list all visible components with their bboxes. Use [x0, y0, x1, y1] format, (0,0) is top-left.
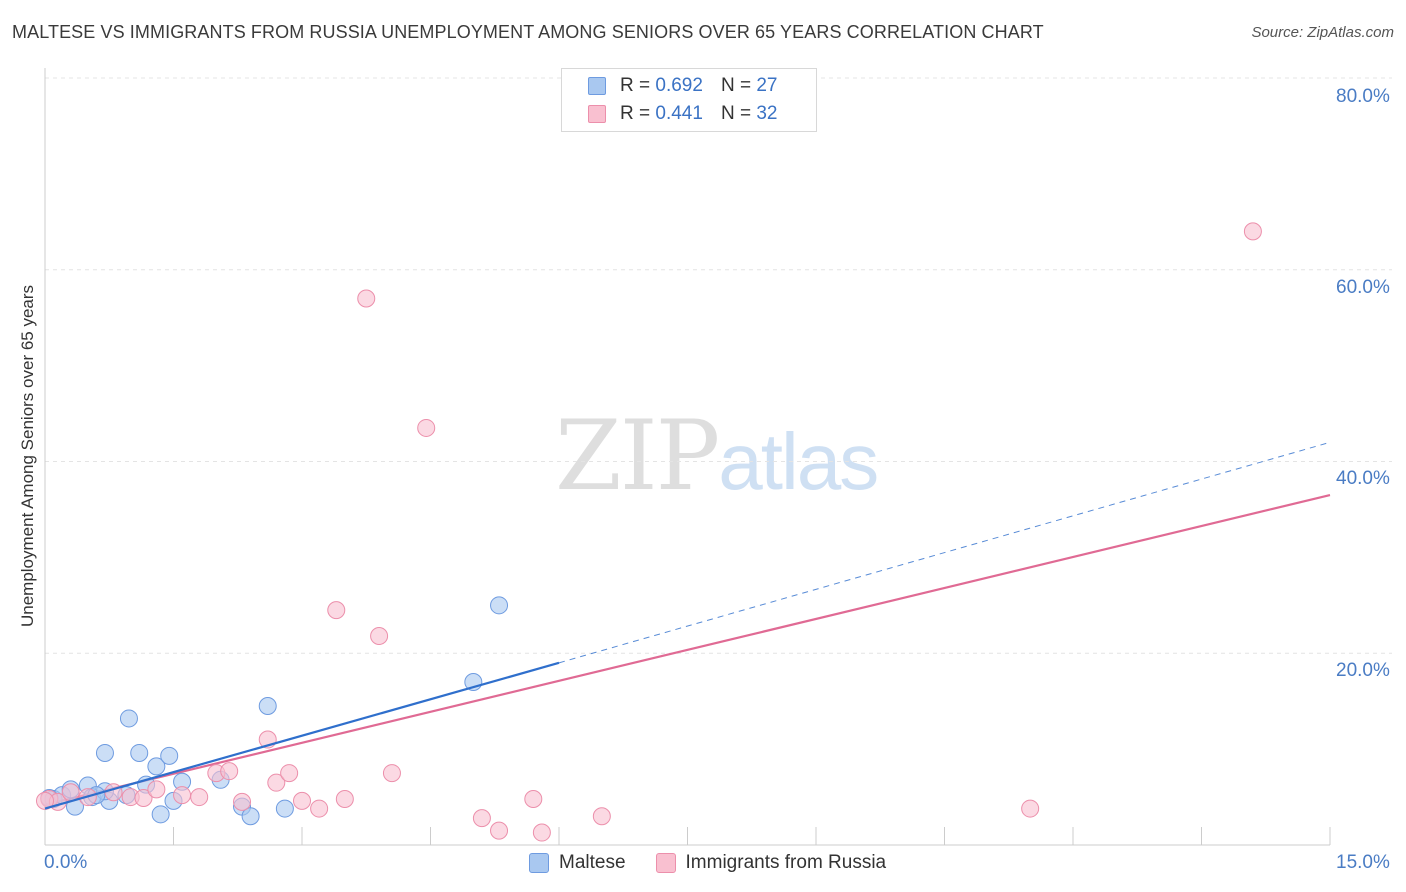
chart-title: MALTESE VS IMMIGRANTS FROM RUSSIA UNEMPL…: [12, 22, 1044, 42]
trend-line-russia: [44, 493, 1331, 806]
x-tick-label-max: 15.0%: [1336, 852, 1390, 873]
legend-n-label: N =: [720, 103, 752, 124]
point-maltese-13: [160, 746, 179, 765]
legend-swatch-maltese: [588, 77, 606, 95]
point-maltese-22: [275, 799, 294, 818]
point-russia-24: [472, 809, 491, 828]
point-russia-12: [233, 792, 252, 811]
point-maltese-21: [258, 696, 277, 715]
legend-r-value-maltese: 0.692: [655, 75, 703, 96]
legend-n-value-russia: 32: [756, 103, 778, 124]
legend-n-value-maltese: 27: [756, 75, 778, 96]
correlation-legend: R = 0.692 N = 27 R = 0.441 N = 32: [561, 68, 817, 132]
point-russia-7: [147, 780, 166, 799]
legend-swatch-russia: [588, 105, 606, 123]
y-tick-label-60: 60.0%: [1336, 277, 1390, 298]
point-maltese-9: [95, 743, 114, 762]
source-label: Source: ZipAtlas.com: [1251, 24, 1394, 41]
point-maltese-12: [147, 757, 166, 776]
watermark-zip: ZIP: [555, 400, 720, 512]
trend-line-maltese: [44, 661, 560, 810]
trend-line-maltese-extension: [558, 441, 1331, 664]
series-legend: Maltese Immigrants from Russia: [529, 852, 916, 874]
x-tick-label-min: 0.0%: [44, 852, 88, 873]
point-russia-26: [524, 789, 543, 808]
series-swatch-maltese: [529, 853, 549, 873]
legend-r-value-russia: 0.441: [655, 103, 703, 124]
legend-n-label: N =: [720, 75, 752, 96]
point-maltese-20: [241, 807, 260, 826]
point-russia-2: [61, 783, 80, 802]
series-label-maltese: Maltese: [559, 852, 626, 873]
point-russia-6: [134, 789, 153, 808]
point-russia-15: [280, 764, 299, 783]
series-legend-russia[interactable]: Immigrants from Russia: [655, 852, 887, 874]
point-russia-8: [173, 786, 192, 805]
point-maltese-10: [119, 709, 138, 728]
legend-row-russia: R = 0.441 N = 32: [588, 103, 777, 125]
point-russia-17: [310, 799, 329, 818]
y-axis-label: Unemployment Among Seniors over 65 years: [18, 284, 37, 628]
legend-r-label: R =: [620, 75, 651, 96]
point-maltese-24: [490, 596, 509, 615]
point-russia-21: [370, 626, 389, 645]
series-swatch-russia: [655, 853, 676, 873]
y-tick-label-80: 80.0%: [1336, 86, 1390, 107]
point-russia-14: [267, 773, 286, 792]
watermark: ZIPatlas: [555, 400, 879, 512]
point-russia-20: [357, 289, 376, 308]
legend-r-label: R =: [620, 103, 651, 124]
point-russia-16: [293, 791, 311, 810]
point-maltese-11: [130, 743, 149, 762]
point-russia-9: [190, 788, 209, 807]
y-tick-label-20: 20.0%: [1336, 660, 1390, 681]
point-russia-28: [592, 807, 611, 826]
point-russia-30: [1243, 222, 1262, 241]
point-russia-11: [220, 762, 239, 781]
point-russia-27: [532, 823, 551, 842]
legend-row-maltese: R = 0.692 N = 27: [588, 75, 777, 97]
y-tick-label-40: 40.0%: [1336, 468, 1390, 489]
point-russia-18: [327, 601, 346, 620]
point-russia-19: [335, 789, 354, 808]
point-maltese-16: [151, 805, 170, 824]
point-russia-31: [36, 791, 54, 810]
series-legend-maltese[interactable]: Maltese: [529, 852, 626, 874]
point-russia-25: [490, 821, 509, 840]
series-label-russia: Immigrants from Russia: [685, 852, 887, 873]
point-russia-22: [382, 764, 401, 783]
point-russia-29: [1021, 799, 1040, 818]
point-russia-23: [417, 418, 436, 437]
